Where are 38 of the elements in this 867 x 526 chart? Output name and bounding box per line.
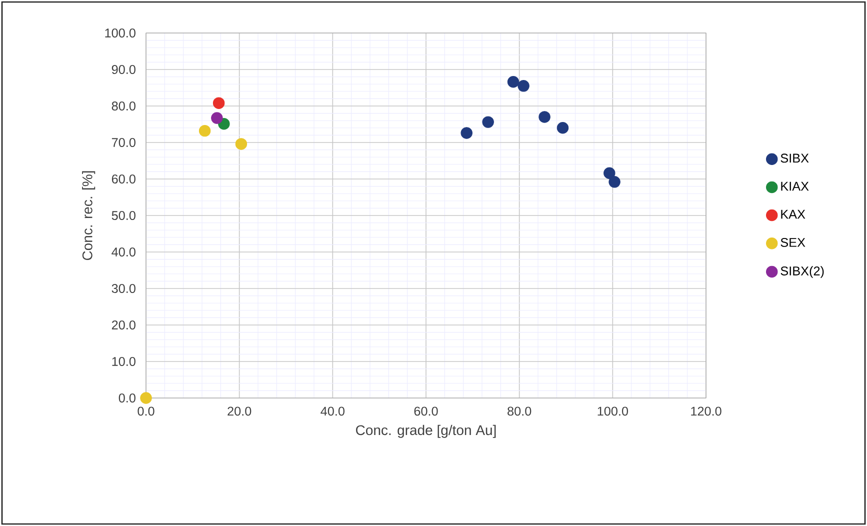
y-tick-label: 80.0 — [112, 102, 136, 110]
point — [198, 124, 211, 137]
legend-label: KAX — [781, 210, 806, 219]
y-tick-label: 20.0 — [112, 320, 136, 330]
point — [518, 80, 530, 92]
y-tick-label: 40.0 — [112, 248, 136, 256]
x-tick-label: 120.0 — [691, 406, 722, 416]
point — [212, 97, 225, 109]
point — [140, 392, 152, 404]
y-tick-label: 10.0 — [112, 357, 136, 366]
point — [235, 138, 248, 150]
y-tick-label: 100.0 — [105, 28, 136, 38]
point — [482, 116, 494, 128]
legend-label: KIAX — [781, 182, 809, 191]
y-tick-label: 50.0 — [112, 211, 136, 220]
y-axis-title: Conc. rec. [%] — [82, 171, 96, 260]
point — [604, 167, 616, 180]
legend-label: SEX — [780, 238, 806, 247]
y-tick-label: 70.0 — [112, 138, 136, 147]
point — [608, 176, 620, 188]
x-tick-label: 100.0 — [598, 406, 628, 416]
legend-label: SIBX(2) — [780, 266, 824, 278]
x-tick-label: 20.0 — [228, 406, 252, 416]
point — [556, 122, 569, 134]
y-tick-label: 90.0 — [112, 65, 136, 74]
point — [507, 76, 520, 88]
point — [211, 112, 223, 124]
x-tick-label: 60.0 — [414, 406, 438, 416]
x-axis-title: Conc. grade [g/ton Au] — [356, 424, 496, 438]
x-tick-label: 80.0 — [508, 406, 532, 416]
y-tick-label: 0.0 — [118, 394, 136, 402]
x-tick-label: 0.0 — [138, 406, 154, 416]
point — [460, 127, 472, 139]
legend-label: SIBX — [780, 154, 809, 163]
y-tick-label: 30.0 — [112, 284, 136, 293]
x-tick-label: 40.0 — [320, 406, 344, 416]
y-tick-label: 60.0 — [112, 174, 136, 184]
point — [538, 111, 550, 123]
